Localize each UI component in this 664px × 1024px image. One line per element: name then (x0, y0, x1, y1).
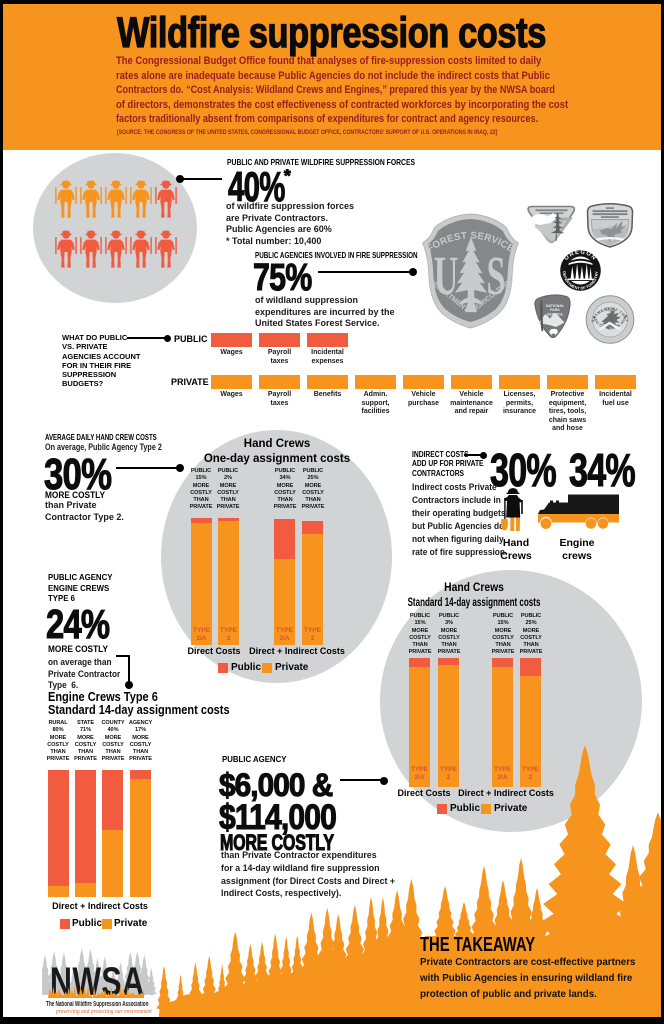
svg-text:U: U (434, 245, 459, 306)
svg-text:NATIONAL: NATIONAL (546, 304, 565, 308)
svg-text:S: S (487, 245, 506, 306)
svg-text:1824: 1824 (605, 307, 615, 312)
svg-text:PARK: PARK (550, 308, 560, 312)
